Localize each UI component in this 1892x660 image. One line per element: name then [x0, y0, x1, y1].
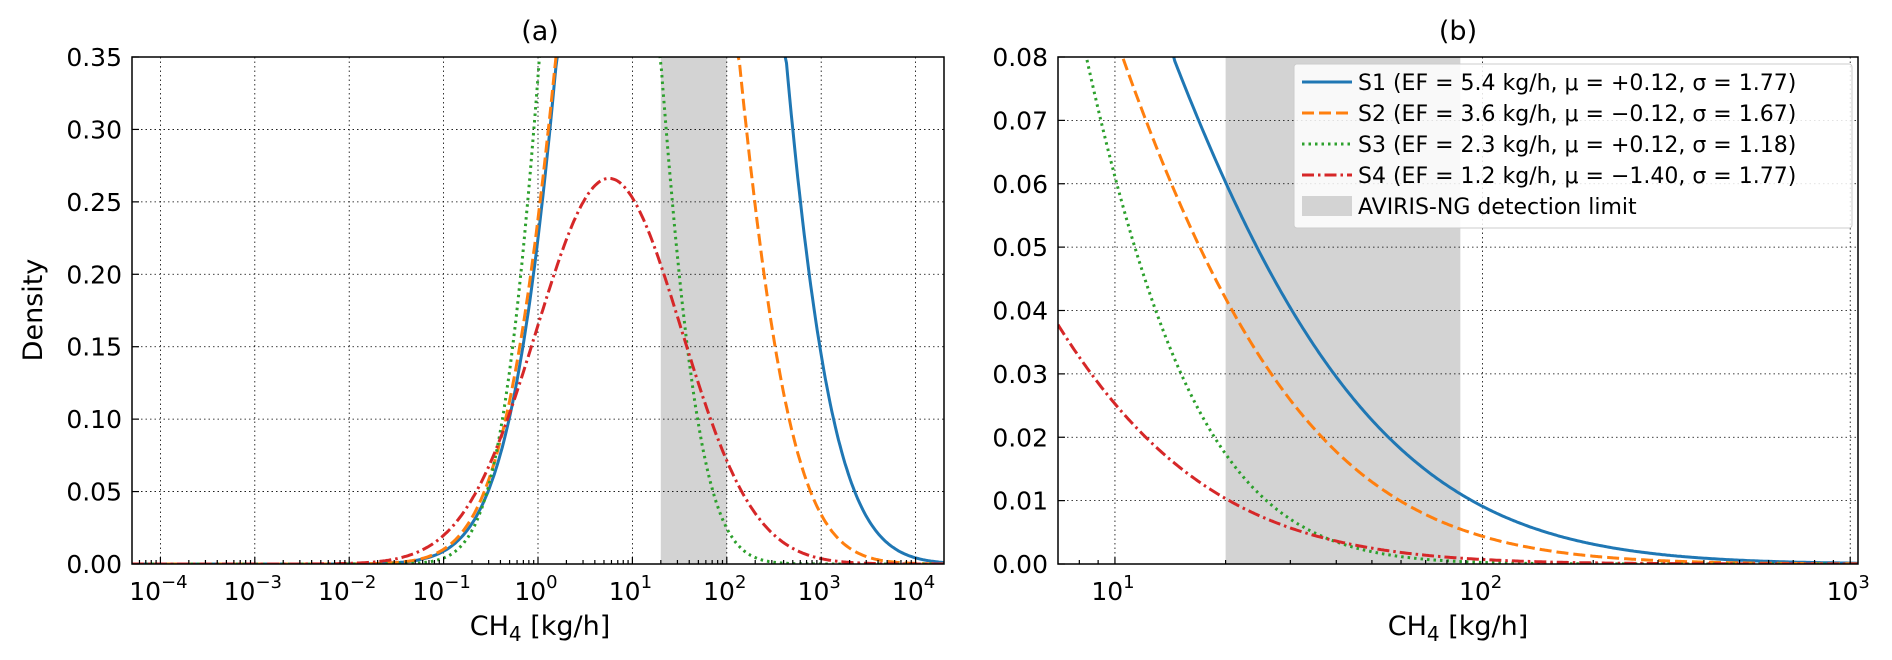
ylabel-a: Density — [18, 259, 49, 362]
y-tick-label: 0.04 — [992, 297, 1048, 326]
x-tick-label: 10−2 — [318, 572, 376, 606]
legend-box — [1293, 63, 1853, 229]
xlabel-b-main: CH — [1388, 611, 1427, 642]
y-tick-label: 0.07 — [992, 106, 1048, 135]
x-tick-label: 102 — [703, 572, 746, 606]
legend-label: AVIRIS-NG detection limit — [1358, 195, 1637, 220]
ticks-b: 0.00 0.01 0.02 0.03 0.04 0.05 0.06 0.07 0.08 101 1… — [992, 43, 1870, 606]
y-tick-label: 0.05 — [992, 233, 1048, 262]
xlabel-a-unit: [kg/h] — [522, 611, 611, 642]
y-tick-label: 0.20 — [66, 260, 122, 289]
panel-b: (b) 0.00 0.01 0.02 0.03 0.04 0.05 0.06 0.07 0.08… — [992, 16, 1870, 646]
x-tick-label: 10−1 — [412, 572, 470, 606]
xlabel-b-sub: 4 — [1427, 622, 1440, 646]
y-tick-label: 0.08 — [992, 43, 1048, 72]
x-tick-label: 101 — [609, 572, 652, 606]
y-tick-label: 0.02 — [992, 423, 1048, 452]
series-line-s1 — [132, 57, 944, 564]
x-tick-label: 10−4 — [129, 572, 187, 606]
panel-b-title: (b) — [1439, 16, 1477, 47]
y-tick-label: 0.30 — [66, 115, 122, 144]
grid-a — [132, 57, 944, 564]
series-line-s4 — [132, 176, 944, 564]
detection-band-a — [660, 57, 727, 564]
series-line-s1 — [1172, 57, 1858, 564]
legend-label: S2 (EF = 3.6 kg/h, μ = −0.12, σ = 1.67) — [1358, 102, 1796, 127]
y-tick-label: 0.05 — [66, 478, 122, 507]
legend-label: S3 (EF = 2.3 kg/h, μ = +0.12, σ = 1.18) — [1358, 133, 1796, 158]
x-tick-label: 10−3 — [224, 572, 282, 606]
y-tick-label: 0.15 — [66, 333, 122, 362]
series-line-s3 — [132, 57, 944, 564]
x-tick-label: 101 — [1091, 572, 1134, 606]
legend-label: S1 (EF = 5.4 kg/h, μ = +0.12, σ = 1.77) — [1358, 71, 1796, 96]
x-tick-label: 102 — [1459, 572, 1502, 606]
panel-a: (a) 0.00 0.05 0.10 0.15 0.20 0.25 0.30 0.35 10−4… — [18, 16, 945, 646]
y-tick-label: 0.25 — [66, 188, 122, 217]
curves-a — [132, 57, 944, 564]
y-tick-label: 0.35 — [66, 43, 122, 72]
y-tick-label: 0.00 — [992, 550, 1048, 579]
x-tick-label: 103 — [1827, 572, 1870, 606]
legend-patch — [1302, 196, 1352, 216]
y-tick-label: 0.00 — [66, 550, 122, 579]
xlabel-b-unit: [kg/h] — [1440, 611, 1529, 642]
xlabel-a-sub: 4 — [509, 622, 522, 646]
xlabel-b: CH4 [kg/h] — [1388, 611, 1529, 646]
xlabel-a: CH4 [kg/h] — [470, 611, 611, 646]
series-line-s3 — [1084, 57, 1858, 564]
x-tick-label: 104 — [892, 572, 935, 606]
ticks-a: 0.00 0.05 0.10 0.15 0.20 0.25 0.30 0.35 10−4 10−3… — [66, 43, 935, 606]
xlabel-a-main: CH — [470, 611, 509, 642]
series-line-s2 — [132, 57, 944, 564]
y-tick-label: 0.03 — [992, 360, 1048, 389]
y-tick-label: 0.01 — [992, 487, 1048, 516]
y-tick-label: 0.10 — [66, 405, 122, 434]
panel-a-title: (a) — [521, 16, 559, 47]
y-tick-label: 0.06 — [992, 170, 1048, 199]
legend: S1 (EF = 5.4 kg/h, μ = +0.12, σ = 1.77) S… — [1293, 63, 1853, 229]
series-line-s2 — [1121, 57, 1858, 564]
x-tick-label: 103 — [798, 572, 841, 606]
x-tick-label: 100 — [514, 572, 557, 606]
legend-label: S4 (EF = 1.2 kg/h, μ = −1.40, σ = 1.77) — [1358, 164, 1796, 189]
